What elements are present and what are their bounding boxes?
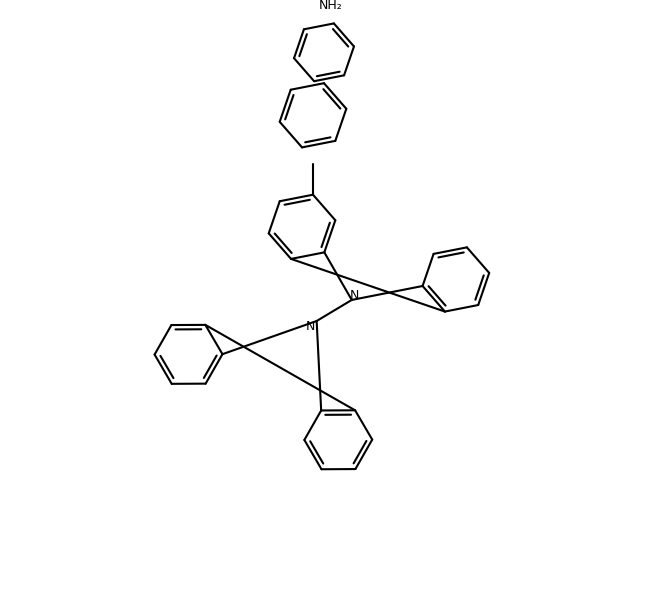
Text: NH₂: NH₂: [319, 0, 343, 11]
Text: N: N: [350, 289, 359, 302]
Text: N: N: [306, 320, 315, 333]
